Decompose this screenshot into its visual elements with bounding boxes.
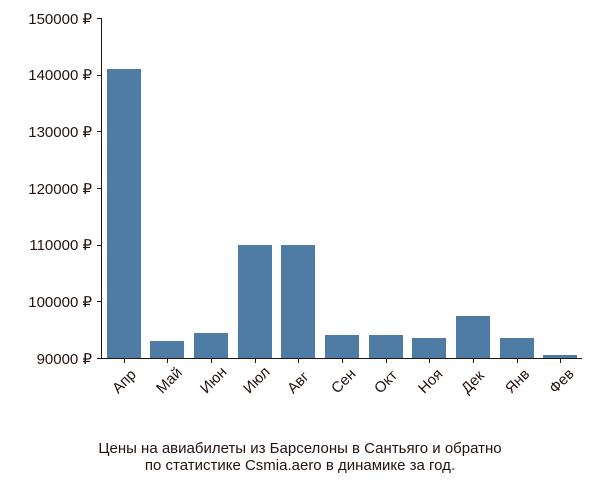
bar [369,335,403,358]
bar [281,245,315,358]
bar [412,338,446,358]
y-axis-label: 120000 ₽ [28,180,92,198]
x-axis-label: Авг [284,369,313,398]
y-axis-label: 100000 ₽ [28,293,92,311]
bar [325,335,359,358]
bar [150,341,184,358]
y-axis-label: 130000 ₽ [28,123,92,141]
x-axis-label: Ноя [415,366,446,397]
x-axis-label: Окт [371,368,401,398]
bar [238,245,272,358]
plot-area [102,18,582,358]
x-axis-label: Июл [240,364,274,398]
x-axis-label: Сен [328,366,359,397]
x-axis-label: Май [153,365,186,398]
caption-line: по статистике Csmia.aero в динамике за г… [0,457,600,474]
price-chart: Цены на авиабилеты из Барселоны в Сантья… [0,0,600,500]
bar [194,333,228,359]
caption-line: Цены на авиабилеты из Барселоны в Сантья… [0,440,600,457]
bar [107,69,141,358]
x-axis-label: Дек [458,368,488,398]
chart-caption: Цены на авиабилеты из Барселоны в Сантья… [0,440,600,474]
y-axis-line [101,18,102,358]
bar [500,338,534,358]
x-axis-label: Янв [502,366,533,397]
x-axis-line [101,358,582,359]
bar [456,316,490,359]
x-axis-label: Июн [197,364,230,397]
y-axis-label: 90000 ₽ [37,350,92,368]
y-axis-label: 110000 ₽ [29,236,92,254]
y-axis-label: 140000 ₽ [28,66,92,84]
y-axis-label: 150000 ₽ [28,10,92,28]
x-axis-label: Апр [109,367,140,398]
x-axis-label: Фев [546,366,578,398]
